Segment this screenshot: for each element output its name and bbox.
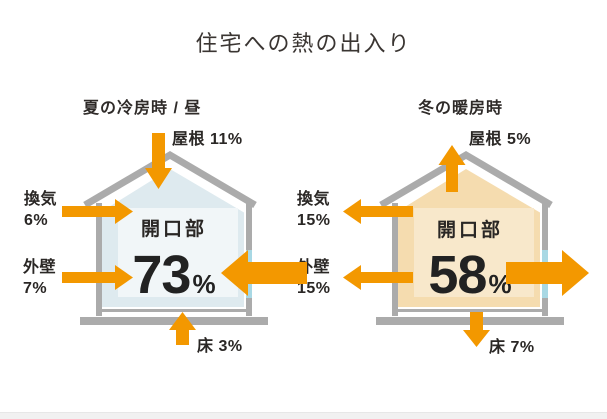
summer-floor-line (96, 309, 252, 312)
summer-vent-label: 換気 6% (24, 189, 57, 231)
winter-wall-label: 外壁 15% (297, 257, 331, 299)
winter-opening-value: 58 (428, 245, 487, 305)
summer-floor-label: 床 3% (197, 338, 243, 355)
winter-roof-label: 屋根 5% (469, 131, 532, 148)
winter-subtitle: 冬の暖房時 (418, 100, 504, 117)
winter-wall-name: 外壁 (297, 259, 331, 276)
winter-opening-value-row: 58% (372, 248, 568, 302)
winter-ground-bar (376, 317, 564, 325)
winter-opening-label: 開口部 (436, 220, 503, 241)
winter-roof-outline (379, 150, 553, 209)
bottom-edge-strip (0, 412, 607, 419)
summer-ground-bar (80, 317, 268, 325)
summer-wall-name: 外壁 (23, 259, 57, 276)
winter-floor-label: 床 7% (489, 339, 535, 356)
winter-vent-name: 換気 (297, 191, 331, 208)
summer-house-inner-panel (118, 208, 238, 297)
winter-vent-label: 換気 15% (297, 189, 331, 231)
winter-vent-value: 15% (297, 212, 331, 229)
winter-floor-line (392, 309, 548, 312)
page-title: 住宅への熱の出入り (195, 31, 412, 56)
summer-opening-value: 73 (132, 245, 191, 305)
summer-vent-value: 6% (24, 212, 49, 229)
summer-wall-value: 7% (23, 280, 48, 297)
summer-opening-unit: % (192, 269, 216, 299)
summer-vent-name: 換気 (24, 191, 58, 208)
summer-roof-label: 屋根 11% (172, 131, 243, 148)
winter-wall-value: 15% (297, 280, 331, 297)
winter-opening-unit: % (488, 269, 512, 299)
summer-opening-label: 開口部 (140, 219, 207, 240)
winter-left-wall (392, 203, 398, 316)
summer-opening-value-row: 73% (76, 248, 272, 302)
summer-left-wall (96, 203, 102, 316)
summer-wall-label: 外壁 7% (23, 257, 56, 299)
summer-subtitle: 夏の冷房時 / 昼 (83, 100, 202, 117)
